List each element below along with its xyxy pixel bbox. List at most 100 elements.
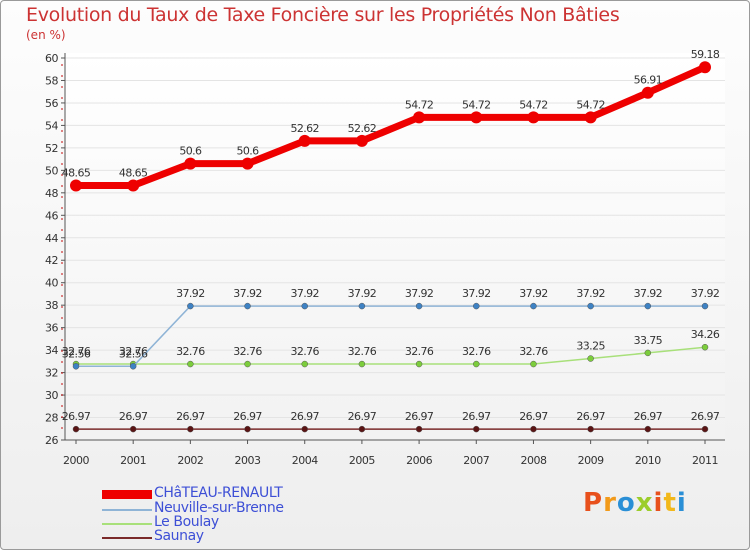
data-label: 26.97	[176, 410, 205, 423]
data-label: 32.76	[462, 345, 491, 358]
data-point	[187, 302, 194, 310]
data-label: 26.97	[462, 410, 491, 423]
y-tick-label: 34	[45, 344, 58, 357]
data-point	[301, 360, 308, 368]
data-point	[184, 157, 197, 170]
data-point	[358, 425, 366, 433]
y-tick-label: 60	[45, 52, 58, 65]
data-point	[298, 134, 311, 147]
legend-label: CHâTEAU-RENAULT	[154, 485, 283, 501]
x-tick-label: 2003	[235, 454, 261, 467]
legend-label: Le Boulay	[154, 514, 219, 530]
data-label: 50.6	[179, 145, 202, 158]
data-label: 32.76	[519, 345, 548, 358]
y-tick-label: 54	[45, 119, 58, 132]
series-line	[76, 64, 707, 190]
legend-label: Saunay	[154, 528, 204, 544]
data-label: 26.97	[405, 410, 434, 423]
data-label: 32.76	[62, 345, 91, 358]
y-tick-label: 44	[45, 232, 58, 245]
data-point	[641, 86, 654, 99]
logo-letter: i	[676, 488, 687, 518]
data-point	[244, 425, 251, 433]
data-point	[530, 302, 537, 310]
plot-area	[65, 53, 725, 440]
data-point	[415, 302, 423, 310]
x-tick-label: 2005	[349, 454, 375, 467]
x-tick-label: 2010	[635, 454, 661, 467]
data-point	[701, 302, 709, 310]
data-label: 37.92	[462, 287, 491, 300]
data-label: 26.97	[290, 410, 319, 423]
x-tick-label: 2007	[463, 454, 489, 467]
data-label: 48.65	[62, 167, 91, 180]
logo-letter: x	[635, 488, 654, 518]
data-label: 26.97	[576, 410, 605, 423]
data-point	[70, 179, 82, 192]
legend-swatch	[102, 523, 152, 525]
data-point	[473, 302, 480, 310]
x-tick-label: 2004	[292, 454, 318, 467]
y-tick-label: 40	[45, 277, 58, 290]
data-point	[584, 111, 597, 124]
data-label: 52.62	[290, 122, 319, 135]
data-point	[473, 360, 480, 368]
logo-letter: t	[663, 488, 677, 518]
series-line	[76, 305, 705, 368]
logo-letter: o	[616, 488, 636, 518]
data-point	[644, 349, 652, 357]
y-tick-label: 48	[45, 187, 58, 200]
data-label: 52.62	[348, 122, 377, 135]
data-point	[644, 302, 652, 310]
logo-letter: i	[653, 488, 664, 518]
data-label: 32.56	[119, 347, 148, 360]
x-tick-label: 2011	[692, 454, 718, 467]
chart-title: Evolution du Taux de Taxe Foncière sur l…	[26, 4, 620, 26]
data-point	[129, 425, 137, 433]
data-label: 56.91	[634, 74, 663, 87]
data-point	[129, 363, 137, 370]
legend-swatch	[102, 509, 152, 511]
data-point	[244, 302, 251, 310]
data-point	[587, 302, 594, 310]
data-label: 50.6	[236, 145, 259, 158]
data-point	[241, 157, 254, 170]
data-label: 26.97	[634, 410, 663, 423]
data-label: 32.76	[119, 345, 148, 358]
y-tick-label: 42	[45, 254, 58, 267]
y-tick-label: 32	[45, 367, 58, 380]
logo-letter: r	[603, 488, 617, 518]
legend-swatch	[102, 537, 152, 539]
data-label: 37.92	[691, 287, 720, 300]
y-tick-label: 36	[45, 322, 58, 335]
data-label: 26.97	[348, 410, 377, 423]
data-point	[127, 179, 140, 192]
data-point	[301, 425, 308, 433]
data-label: 32.76	[176, 345, 205, 358]
data-label: 37.92	[348, 287, 377, 300]
y-tick-label: 56	[45, 97, 58, 110]
data-point	[415, 360, 423, 368]
legend-swatch	[102, 490, 152, 499]
data-point	[301, 302, 308, 310]
y-tick-label: 52	[45, 142, 58, 155]
data-label: 37.92	[176, 287, 205, 300]
x-tick-label: 2002	[177, 454, 203, 467]
data-label: 26.97	[62, 410, 91, 423]
legend-label: Neuville-sur-Brenne	[154, 500, 284, 516]
y-tick-label: 30	[45, 389, 58, 402]
data-point	[244, 360, 251, 368]
data-point	[699, 61, 711, 74]
x-tick-label: 2009	[578, 454, 604, 467]
y-tick-label: 38	[45, 299, 58, 312]
data-label: 54.72	[519, 98, 548, 111]
y-tick-label: 28	[45, 412, 58, 425]
data-point	[358, 302, 366, 310]
data-label: 37.92	[405, 287, 434, 300]
data-point	[470, 111, 483, 124]
data-point	[355, 134, 368, 147]
logo-letter: P	[583, 488, 604, 518]
data-label: 32.76	[233, 345, 262, 358]
x-tick-label: 2001	[120, 454, 146, 467]
